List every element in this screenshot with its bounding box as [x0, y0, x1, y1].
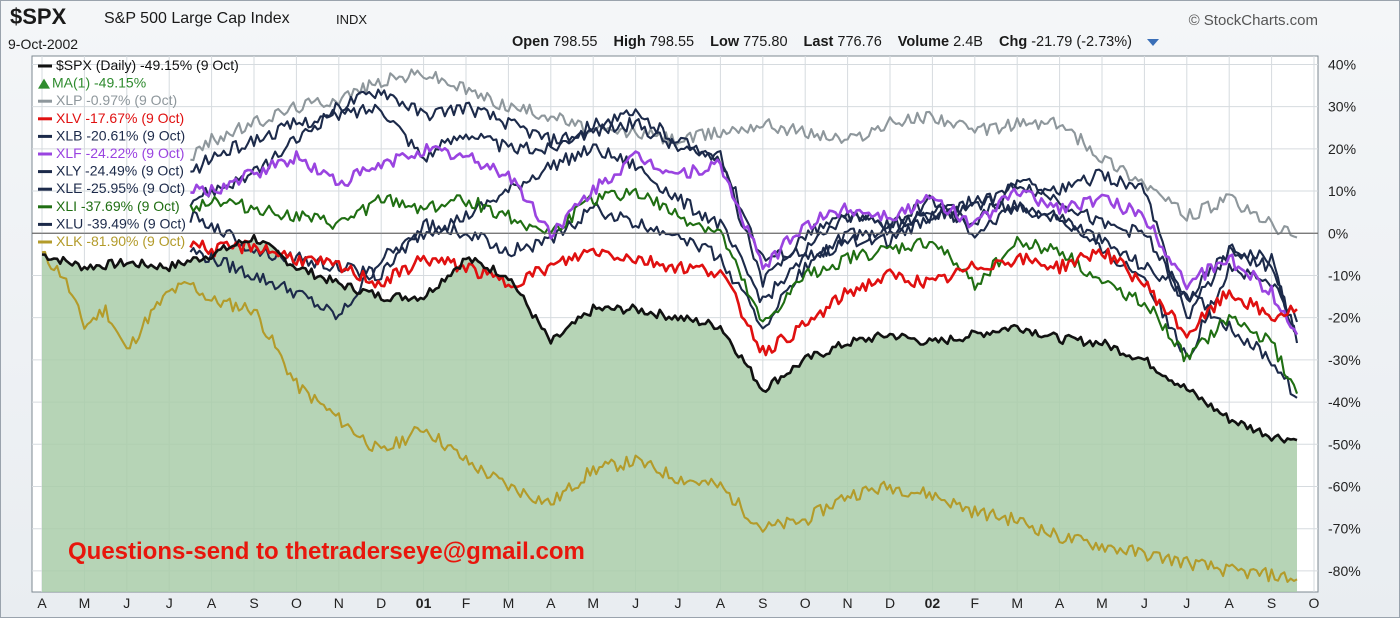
x-tick-label: F [971, 595, 980, 611]
x-tick-label: M [1096, 595, 1108, 611]
x-tick-label: O [291, 595, 302, 611]
x-tick-label: S [1267, 595, 1276, 611]
x-tick-label: A [37, 595, 47, 611]
volume-value: 2.4B [953, 34, 983, 50]
last-label: Last [803, 34, 834, 50]
x-tick-label: A [546, 595, 556, 611]
legend-item-xlb: XLB -20.61% (9 Oct) [56, 127, 185, 143]
x-tick-label: M [503, 595, 515, 611]
x-tick-label: D [885, 595, 895, 611]
series-line-xlu [189, 88, 1298, 399]
chg-value: -21.79 (-2.73%) [1031, 34, 1132, 50]
exchange: INDX [336, 12, 368, 27]
volume-label: Volume [897, 34, 950, 50]
x-tick-label: O [1309, 595, 1320, 611]
y-tick-label: 30% [1328, 99, 1356, 115]
series-line-xli [189, 187, 1298, 394]
symbol[interactable]: $SPX [10, 4, 67, 29]
low-value: 775.80 [743, 34, 788, 50]
y-tick-label: -70% [1328, 521, 1361, 537]
open-label: Open [512, 34, 550, 50]
spx-area-fill [42, 235, 1297, 592]
quote-summary: Open 798.55 High 798.55 Low 775.80 Last … [512, 34, 1165, 50]
y-tick-label: -10% [1328, 267, 1361, 283]
x-tick-label: A [716, 595, 726, 611]
series-line-xlf [190, 143, 1299, 336]
high-label: High [613, 34, 646, 50]
legend-item-ma: MA(1) -49.15% [52, 75, 146, 91]
y-tick-label: -40% [1328, 394, 1361, 410]
y-tick-label: 40% [1328, 56, 1356, 72]
x-tick-label: J [123, 595, 130, 611]
x-tick-label: J [1183, 595, 1190, 611]
series-line-spx [41, 233, 1298, 444]
y-tick-label: -30% [1328, 352, 1361, 368]
x-tick-label: A [1225, 595, 1235, 611]
x-tick-label: S [249, 595, 258, 611]
legend-item-xlp: XLP -0.97% (9 Oct) [56, 92, 177, 108]
x-tick-label: M [587, 595, 599, 611]
chart-date: 9-Oct-2002 [8, 36, 79, 52]
x-tick-label: J [675, 595, 682, 611]
x-tick-label: A [207, 595, 217, 611]
high-value: 798.55 [649, 34, 695, 50]
y-tick-label: -50% [1328, 436, 1361, 452]
chg-label: Chg [999, 34, 1028, 50]
x-tick-label: F [462, 595, 471, 611]
y-tick-label: 10% [1328, 183, 1356, 199]
x-tick-label: J [1141, 595, 1148, 611]
low-label: Low [710, 34, 740, 50]
x-tick-label: D [376, 595, 386, 611]
email-watermark: Questions-send to thetraderseye@gmail.co… [68, 538, 585, 565]
y-tick-label: 20% [1328, 141, 1356, 157]
legend-item-xly: XLY -24.49% (9 Oct) [56, 163, 184, 179]
last-value: 776.76 [837, 34, 882, 50]
x-tick-label: M [1011, 595, 1023, 611]
index-name: S&P 500 Large Cap Index [104, 10, 290, 27]
series-line-xlv [189, 239, 1298, 357]
y-tick-label: 0% [1328, 225, 1348, 241]
legend-item-xle: XLE -25.95% (9 Oct) [56, 180, 185, 196]
x-tick-label: 02 [925, 595, 941, 611]
y-tick-label: -20% [1328, 310, 1361, 326]
legend-item-xlk: XLK -81.90% (9 Oct) [56, 233, 185, 249]
x-tick-label: A [1055, 595, 1065, 611]
brand-name: StockCharts.com [1203, 12, 1318, 29]
y-tick-label: -80% [1328, 563, 1361, 579]
dropdown-caret-icon[interactable] [1146, 38, 1159, 46]
legend-item-xlf: XLF -24.22% (9 Oct) [56, 145, 184, 161]
y-tick-label: -60% [1328, 478, 1361, 494]
x-tick-label: 01 [416, 595, 432, 611]
legend-item-spx: $SPX (Daily) -49.15% (9 Oct) [56, 57, 239, 73]
legend-area-icon [38, 78, 50, 89]
x-tick-label: S [758, 595, 767, 611]
open-value: 798.55 [553, 34, 598, 50]
brand-logo[interactable]: © StockCharts.com [1188, 12, 1318, 29]
legend-item-xlu: XLU -39.49% (9 Oct) [56, 215, 186, 231]
legend-item-xli: XLI -37.69% (9 Oct) [56, 198, 180, 214]
x-tick-label: M [79, 595, 91, 611]
x-tick-label: N [843, 595, 853, 611]
legend-item-xlv: XLV -17.67% (9 Oct) [56, 110, 184, 126]
series-line-xlp [190, 68, 1298, 239]
series-line-xle [189, 143, 1299, 344]
series-line-xlk [41, 250, 1298, 583]
x-tick-label: O [800, 595, 811, 611]
chart-header: $SPX S&P 500 Large Cap Index INDX © Stoc… [8, 4, 1388, 34]
x-tick-label: J [632, 595, 639, 611]
x-tick-label: J [166, 595, 173, 611]
x-tick-label: N [334, 595, 344, 611]
